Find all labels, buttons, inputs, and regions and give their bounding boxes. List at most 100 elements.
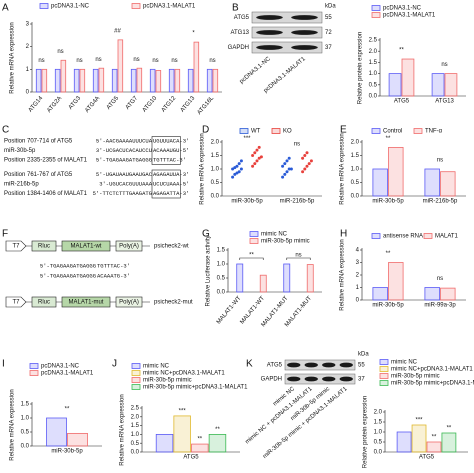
y-tick-label: 2.0 — [374, 410, 383, 416]
data-point — [231, 175, 235, 179]
blot-band — [339, 362, 353, 368]
sequence-5prime: 3'-UGUCACGUUUAAA — [99, 180, 153, 187]
construct-part — [115, 296, 143, 308]
bar — [372, 168, 388, 197]
data-point — [301, 156, 305, 160]
bar — [54, 68, 61, 93]
data-point — [253, 151, 257, 155]
x-tick-label: MALAT1-WT — [239, 295, 266, 325]
significance: ** — [386, 251, 391, 257]
y-tick-label: 1.5 — [131, 423, 140, 429]
bar — [426, 441, 442, 453]
legend-label: mimic NC+pcDNA3.1-MALAT1 — [391, 367, 473, 373]
legend-label: KO — [283, 129, 292, 135]
bar — [73, 68, 80, 93]
bar — [259, 274, 267, 293]
y-tick-label: 4 — [356, 248, 360, 254]
protein-label: GAPDH — [261, 377, 282, 383]
data-point — [239, 167, 243, 171]
part-label: T7 — [12, 300, 20, 306]
bar — [41, 68, 48, 93]
legend-label: WT — [251, 129, 261, 135]
blot-band — [339, 376, 353, 382]
seed-sequence: AGAGATT — [153, 190, 177, 197]
blot-band — [291, 15, 318, 20]
kda-value: 55 — [358, 363, 365, 369]
sequence-5prime: 5'-AACGAAAAUUUCUA — [96, 137, 153, 144]
blot-band — [256, 30, 283, 35]
y-tick-label: 0.0 — [21, 444, 30, 450]
bar — [35, 68, 42, 93]
y-tick-label: 0.0 — [374, 450, 383, 456]
sequence-3prime: -3' — [120, 262, 130, 269]
significance: ns — [295, 253, 301, 259]
data-point — [285, 170, 289, 174]
bar — [136, 67, 143, 93]
y-tick-label: 1.5 — [211, 153, 220, 159]
kda-value: 55 — [325, 15, 332, 21]
bar — [372, 287, 388, 301]
data-point — [283, 162, 287, 166]
significance: ns — [171, 58, 177, 64]
y-tick-label: 2.0 — [369, 49, 378, 55]
legend-label: Control — [383, 129, 402, 135]
y-tick-label: 0.0 — [131, 450, 140, 456]
legend-label: pcDNA3.1-NC — [41, 364, 80, 370]
sequence-name: Position 707-714 of ATG5 — [4, 139, 73, 145]
y-tick-label: 1.0 — [211, 167, 220, 173]
data-point — [287, 167, 291, 171]
sig-bracket — [239, 257, 264, 260]
legend-label: MALAT1 — [435, 234, 459, 240]
legend-swatch — [371, 5, 381, 11]
protein-label: ATG5 — [234, 15, 250, 21]
construct-part — [31, 296, 57, 308]
legend-swatch — [239, 128, 249, 134]
seed-sequence: ACAAAUGU — [153, 147, 179, 154]
y-tick-label: 1.5 — [21, 402, 30, 408]
bar — [206, 68, 213, 93]
bar — [388, 262, 404, 301]
significance: ns — [441, 62, 447, 68]
legend-swatch — [131, 377, 141, 383]
bar — [388, 73, 402, 97]
y-axis-label: Relative mRNA expression — [340, 239, 346, 310]
data-point — [255, 159, 259, 163]
y-tick-label: 1.0 — [217, 262, 226, 268]
data-point — [251, 164, 255, 168]
bar — [431, 73, 445, 97]
data-point — [231, 167, 235, 171]
bar — [441, 432, 457, 453]
x-tick-label: ATG4A — [84, 95, 101, 114]
sequence-5prime: 5'-TGAGAAGATGAGGG — [96, 156, 152, 163]
y-tick-label: 2 — [26, 44, 30, 50]
data-point — [281, 175, 285, 179]
data-point — [255, 148, 259, 152]
x-tick-label: miR-30b-5p — [51, 449, 83, 455]
lane-label: pcDNA3.1-NC — [239, 56, 272, 85]
seed-sequence: TGTTTAC — [97, 262, 121, 269]
bar — [440, 287, 456, 301]
blot-band — [304, 362, 318, 368]
blot-strip — [284, 359, 356, 371]
legend-swatch — [131, 363, 141, 369]
bar — [401, 58, 415, 97]
legend-label: miR-30b-5p mimic — [391, 374, 440, 380]
y-tick-label: 0.5 — [217, 276, 226, 282]
seed-sequence: ACAAATG — [97, 272, 120, 279]
x-tick-label: ATG13 — [435, 99, 454, 105]
significance: ns — [209, 58, 215, 64]
legend-swatch — [379, 366, 389, 372]
legend-swatch — [379, 373, 389, 379]
bar — [92, 68, 99, 93]
data-point — [307, 162, 311, 166]
legend-swatch — [29, 363, 39, 369]
seed-box — [151, 169, 181, 199]
x-tick-label: ATG5 — [419, 455, 435, 461]
x-tick-label: ATG5 — [183, 455, 199, 461]
panel-letter: B — [232, 3, 239, 14]
bar — [98, 67, 105, 93]
bar — [130, 68, 137, 93]
significance: *** — [416, 418, 424, 424]
construct-part — [31, 240, 57, 252]
